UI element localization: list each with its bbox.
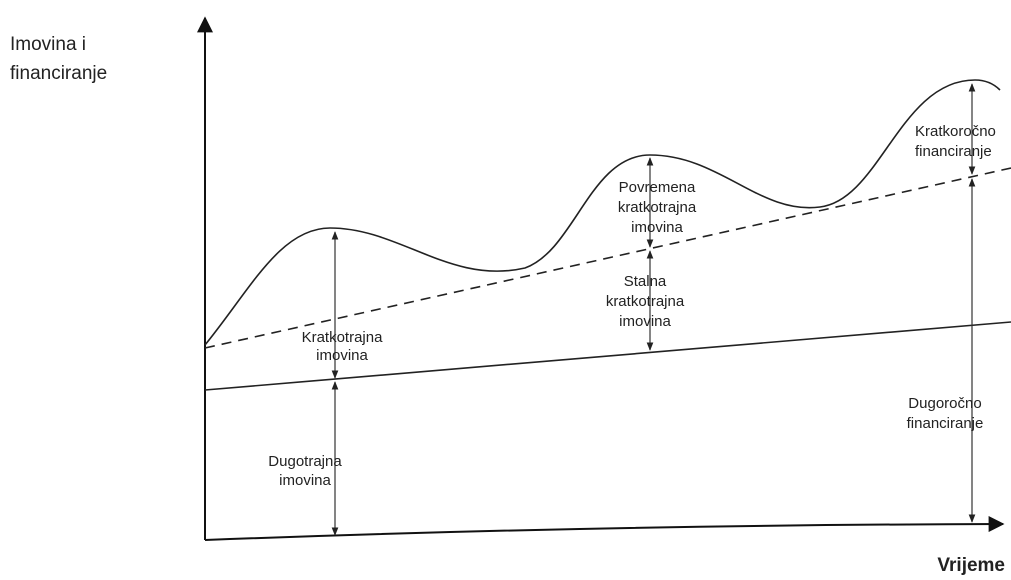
- region-label: imovina: [279, 472, 331, 489]
- region-label: Kratkotrajna: [302, 329, 384, 346]
- region-label: imovina: [631, 219, 683, 236]
- region-label: Dugoročno: [908, 395, 981, 412]
- region-label: Dugotrajna: [268, 453, 342, 470]
- x-axis-label: Vrijeme: [937, 555, 1005, 576]
- region-label: imovina: [316, 347, 368, 364]
- total-assets-curve: [204, 79, 1001, 346]
- region-label: kratkotrajna: [618, 199, 697, 216]
- region-label: imovina: [619, 313, 671, 330]
- region-label: Kratkoročno: [915, 123, 996, 140]
- y-axis-label: financiranje: [10, 63, 107, 84]
- fixed-assets-line: [204, 321, 1011, 391]
- y-axis-label: Imovina i: [10, 34, 86, 55]
- region-label: financiranje: [907, 415, 984, 432]
- region-label: Stalna: [624, 273, 667, 290]
- region-label: Povremena: [619, 179, 696, 196]
- x-axis: [204, 516, 1005, 541]
- region-label: financiranje: [915, 143, 992, 160]
- region-label: kratkotrajna: [606, 293, 685, 310]
- permanent-current-line: [204, 167, 1011, 349]
